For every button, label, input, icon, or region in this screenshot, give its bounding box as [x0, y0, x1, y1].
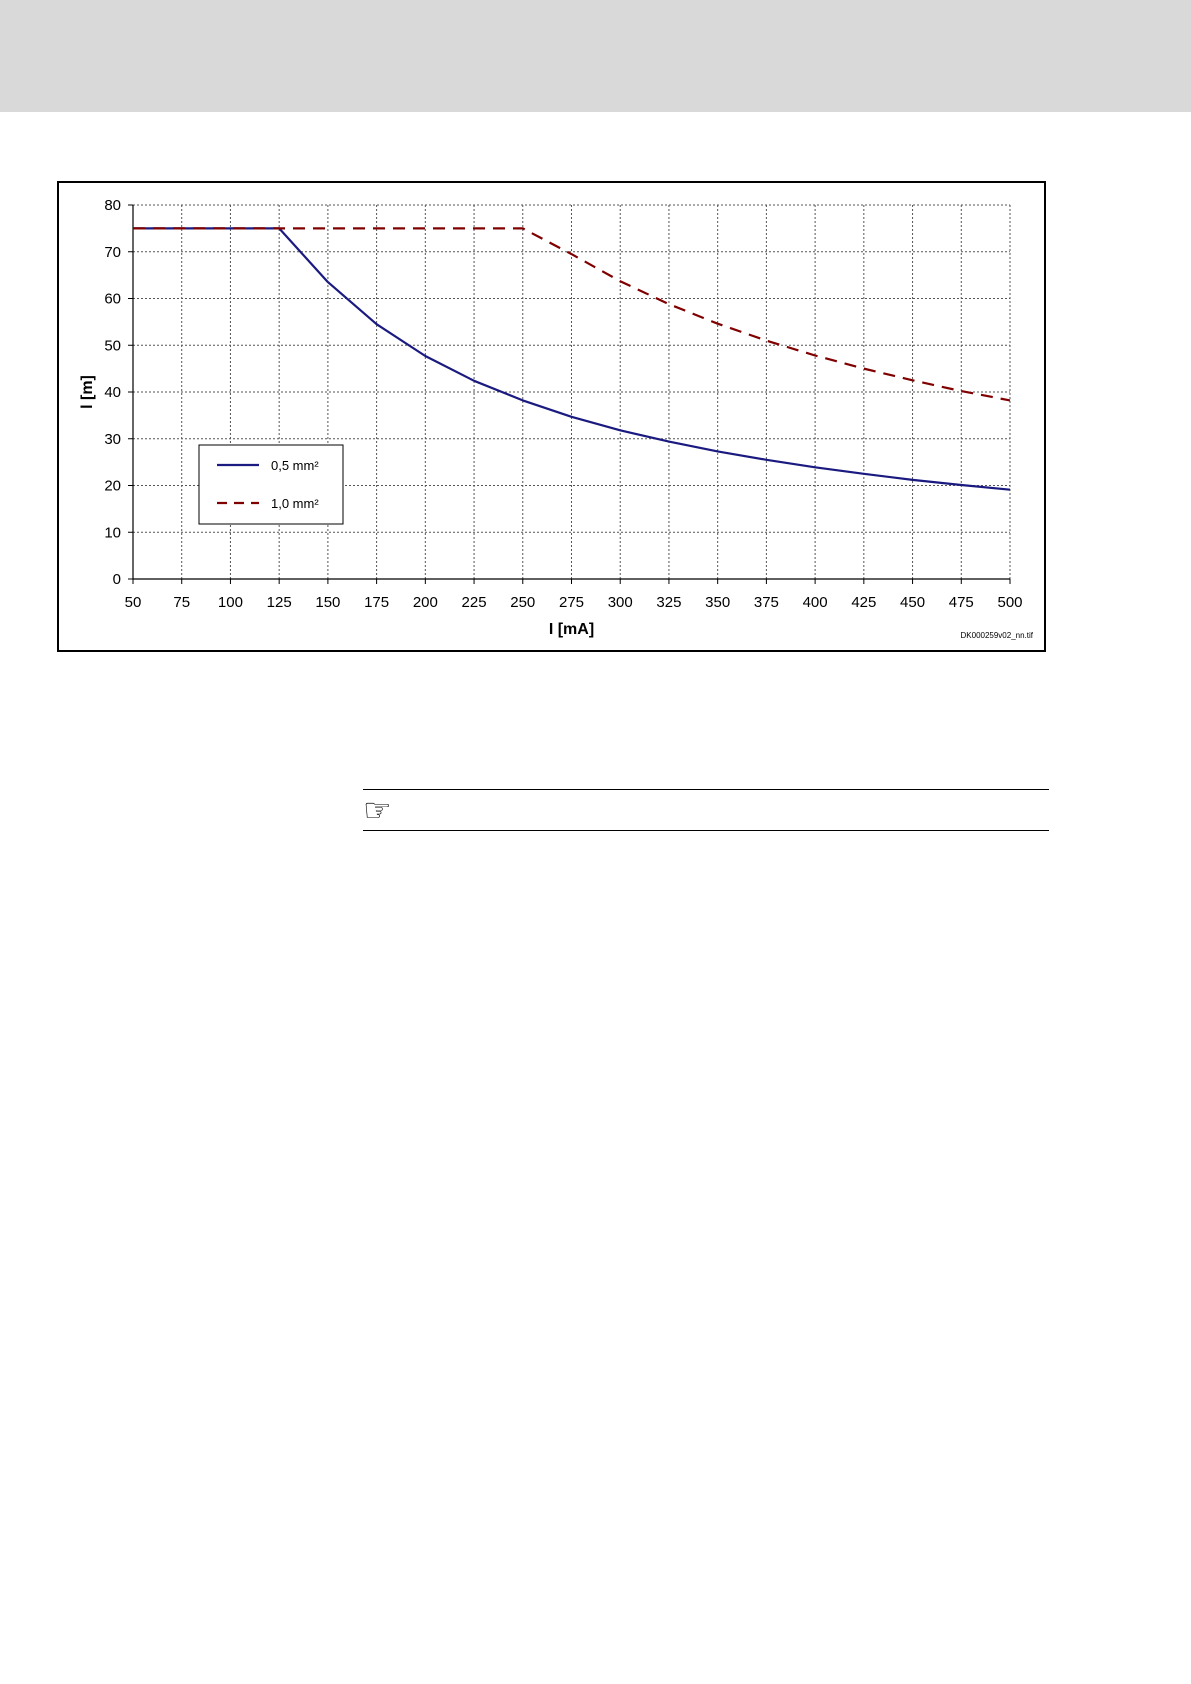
- y-tick-label: 80: [104, 197, 121, 214]
- x-tick-label: 150: [315, 594, 340, 611]
- series-line-2: [133, 227, 1011, 402]
- line-chart: 50 75 100 125 150 175 200 225 250 275 300 325 350 375…: [79, 197, 1034, 640]
- x-tick-label: 175: [364, 594, 389, 611]
- chart-figure: 50 75 100 125 150 175 200 225 250 275 300 325 350 375…: [57, 181, 1046, 652]
- x-tick-label: 300: [608, 594, 633, 611]
- y-tick-label: 20: [104, 478, 121, 495]
- y-tick-label: 50: [104, 337, 121, 354]
- y-tick-label: 40: [104, 384, 121, 401]
- x-tick-label: 75: [173, 594, 190, 611]
- x-tick-label: 475: [949, 594, 974, 611]
- x-tick-label: 375: [754, 594, 779, 611]
- legend-label-1: 0,5 mm²: [271, 458, 319, 473]
- figure-file-label: DK000259v02_nn.tif: [961, 631, 1034, 640]
- x-tick-label: 350: [705, 594, 730, 611]
- y-tick-label: 0: [113, 571, 121, 588]
- legend-box: [198, 444, 344, 525]
- x-axis-title: I [mA]: [549, 621, 594, 638]
- x-tick-label: 450: [900, 594, 925, 611]
- x-tick-label: 100: [218, 594, 243, 611]
- x-tick-label: 200: [413, 594, 438, 611]
- x-tick-label: 225: [462, 594, 487, 611]
- x-tick-label: 425: [851, 594, 876, 611]
- x-tick-label: 400: [803, 594, 828, 611]
- x-tick-label: 325: [656, 594, 681, 611]
- pointing-hand-icon: ☞: [363, 791, 392, 829]
- note-box: ☞: [363, 789, 1049, 831]
- y-tick-label: 70: [104, 244, 121, 261]
- x-tick-label: 50: [125, 594, 142, 611]
- legend-label-2: 1,0 mm²: [271, 496, 319, 511]
- x-tick-label: 500: [997, 594, 1022, 611]
- y-tick-label: 60: [104, 291, 121, 308]
- x-tick-label: 125: [267, 594, 292, 611]
- page-header-band: [0, 0, 1191, 112]
- x-tick-label: 250: [510, 594, 535, 611]
- y-axis-title: l [m]: [79, 375, 96, 409]
- y-tick-label: 30: [104, 431, 121, 448]
- y-tick-label: 10: [104, 524, 121, 541]
- x-tick-label: 275: [559, 594, 584, 611]
